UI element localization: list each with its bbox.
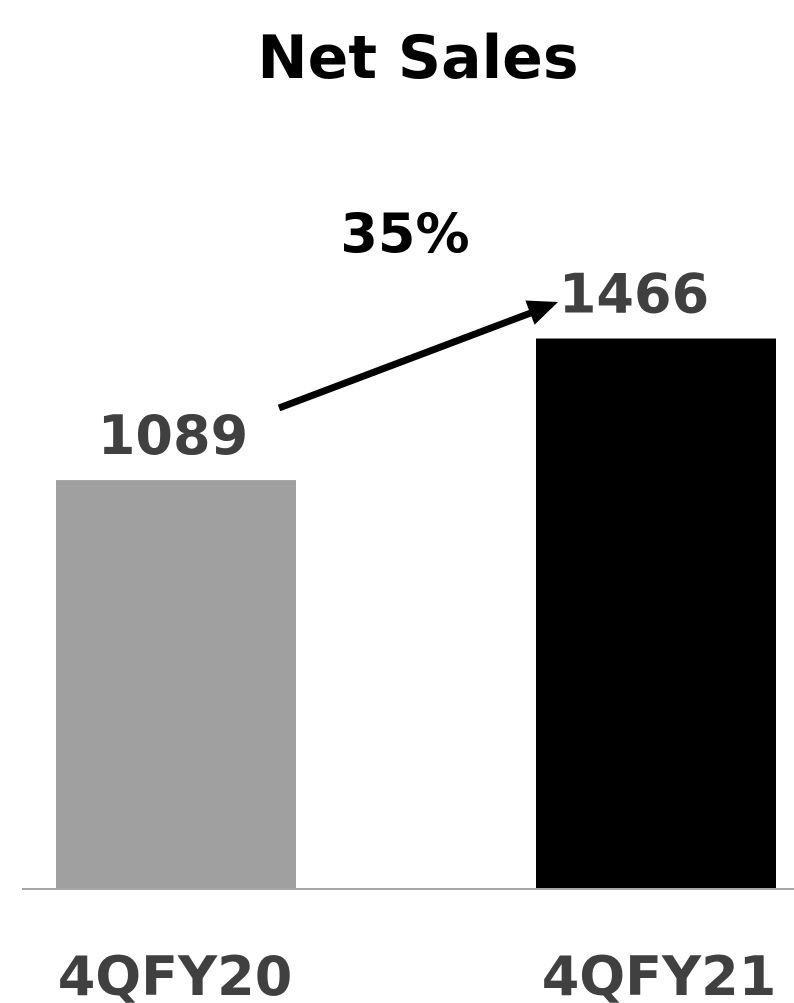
data-label-4qfy21: 1466	[559, 263, 709, 326]
growth-percentage-label: 35%	[340, 202, 469, 265]
bars-group	[56, 338, 776, 890]
growth-arrow-group: 35%	[277, 202, 558, 412]
category-label-4qfy21: 4QFY21	[542, 945, 777, 1003]
chart-title: Net Sales	[257, 23, 578, 93]
bar-4qfy20	[56, 480, 296, 889]
growth-arrow-line	[277, 307, 538, 412]
labels-group: 1089 4QFY20 1466 4QFY21	[58, 263, 777, 1003]
growth-arrow-head-icon	[525, 300, 558, 325]
bar-4qfy21	[536, 338, 776, 890]
data-label-4qfy20: 1089	[98, 404, 248, 467]
category-label-4qfy20: 4QFY20	[58, 945, 293, 1003]
